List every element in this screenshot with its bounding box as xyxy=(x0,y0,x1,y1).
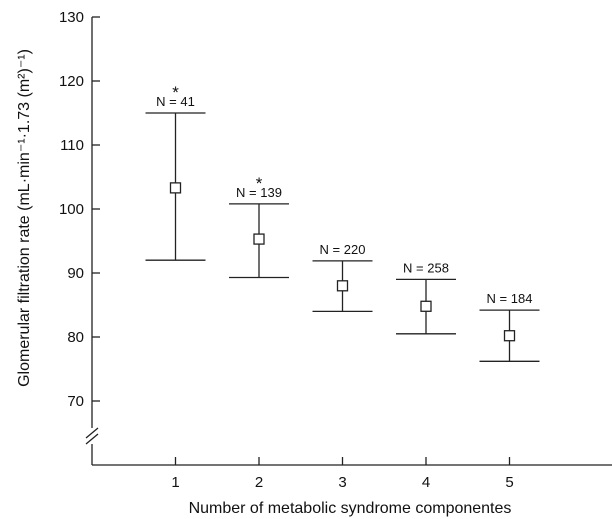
y-tick-label: 120 xyxy=(59,73,84,90)
sample-size-label: N = 41 xyxy=(156,94,195,109)
sample-size-label: N = 258 xyxy=(403,260,449,275)
mean-marker xyxy=(420,300,432,312)
sample-size-label: N = 184 xyxy=(487,291,533,306)
y-tick-label: 70 xyxy=(67,393,84,410)
mean-marker xyxy=(336,280,349,292)
mean-marker xyxy=(253,233,265,245)
y-tick-label: 100 xyxy=(59,201,84,218)
x-tick-label: 2 xyxy=(255,474,263,491)
axis-titles: Number of metabolic syndrome componentes… xyxy=(16,49,511,517)
axis-break-mark xyxy=(85,433,99,445)
y-tick-label: 90 xyxy=(67,265,84,282)
significance-marker: * xyxy=(256,174,263,193)
x-axis: 1 2 3 4 5 xyxy=(92,457,612,491)
y-axis: 70 80 90 100 110 120 130 xyxy=(59,9,100,465)
y-axis-title: Glomerular filtration rate (mL·min⁻¹·1.7… xyxy=(16,49,33,387)
y-tick-label: 80 xyxy=(67,329,84,346)
y-tick-label: 110 xyxy=(60,137,84,154)
mean-marker xyxy=(503,330,516,342)
x-tick-label: 3 xyxy=(338,474,346,491)
x-tick-label: 5 xyxy=(505,474,513,491)
y-tick-label: 130 xyxy=(59,9,84,26)
x-axis-title: Number of metabolic syndrome componentes xyxy=(189,500,512,517)
significance-marker: * xyxy=(172,83,179,102)
sample-size-label: N = 139 xyxy=(236,185,282,200)
x-tick-label: 4 xyxy=(422,474,430,491)
mean-marker xyxy=(169,182,182,194)
x-tick-label: 1 xyxy=(171,474,179,491)
sample-size-label: N = 220 xyxy=(320,242,366,257)
axis-break-mark xyxy=(85,427,99,439)
